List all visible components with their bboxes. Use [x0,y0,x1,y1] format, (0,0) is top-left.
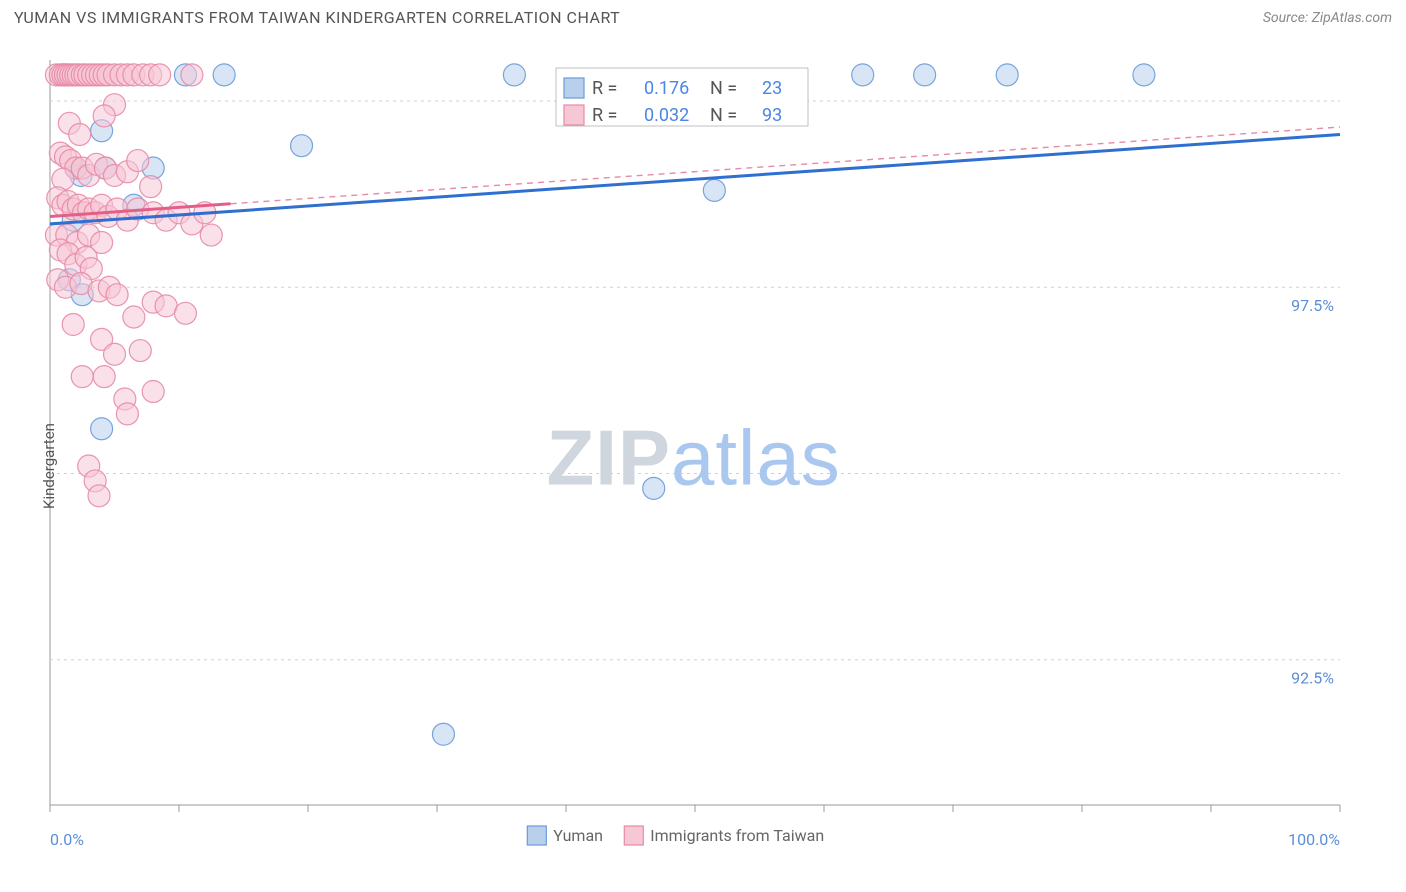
scatter-point [914,64,936,86]
scatter-point [213,64,235,86]
legend-r-label: R = [592,105,617,126]
scatter-point [149,64,171,86]
scatter-point [155,295,177,317]
trend-line-yuman [50,135,1340,224]
scatter-point [116,403,138,425]
scatter-point [93,366,115,388]
scatter-chart: 92.5% 97.5% 0.0% 100.0% ZIPatlas R = 0.176 N = 2… [0,40,1406,892]
chart-title: YUMAN VS IMMIGRANTS FROM TAIWAN KINDERGA… [14,8,620,27]
scatter-point [852,64,874,86]
legend-n-label: N = [710,105,737,126]
legend-swatch [564,105,584,125]
scatter-point [71,366,93,388]
scatter-point [62,313,84,335]
chart-source: Source: ZipAtlas.com [1263,10,1392,26]
scatter-point [643,477,665,499]
legend-n-label: N = [710,78,737,99]
scatter-point [291,135,313,157]
bottom-legend-swatch [624,826,643,845]
legend-r-label: R = [592,78,617,99]
y-axis-label: Kindergarten [40,423,58,509]
scatter-point [703,179,725,201]
y-tick-label: 92.5% [1291,669,1334,688]
scatter-point [174,302,196,324]
scatter-point [1133,64,1155,86]
scatter-point [503,64,525,86]
scatter-point [123,306,145,328]
legend-r-value: 0.176 [644,78,689,99]
scatter-point [127,150,149,172]
scatter-point [91,418,113,440]
legend-swatch [564,78,584,98]
scatter-point [104,343,126,365]
scatter-point [69,124,91,146]
chart-header: YUMAN VS IMMIGRANTS FROM TAIWAN KINDERGA… [0,0,1406,33]
bottom-legend-swatch [527,826,546,845]
scatter-point [200,224,222,246]
legend-n-value: 93 [762,105,782,126]
legend-n-value: 23 [762,78,782,99]
scatter-point [88,485,110,507]
scatter-point [140,176,162,198]
scatter-point [93,105,115,127]
y-tick-label: 97.5% [1291,296,1334,315]
x-tick-label: 0.0% [50,830,84,849]
legend-r-value: 0.032 [644,105,689,126]
scatter-point [129,340,151,362]
chart-container: Kindergarten 92.5% 97.5% 0.0% 100.0% ZIPatla… [0,40,1406,892]
x-tick-label: 100.0% [1288,830,1340,849]
trend-line-taiwan-extrapolated [231,127,1340,204]
scatter-point [106,284,128,306]
scatter-point [181,64,203,86]
bottom-legend-label: Yuman [553,826,603,845]
scatter-point [996,64,1018,86]
watermark: ZIPatlas [547,414,841,502]
scatter-point [432,723,454,745]
bottom-legend-label: Immigrants from Taiwan [650,826,824,845]
scatter-point [142,381,164,403]
